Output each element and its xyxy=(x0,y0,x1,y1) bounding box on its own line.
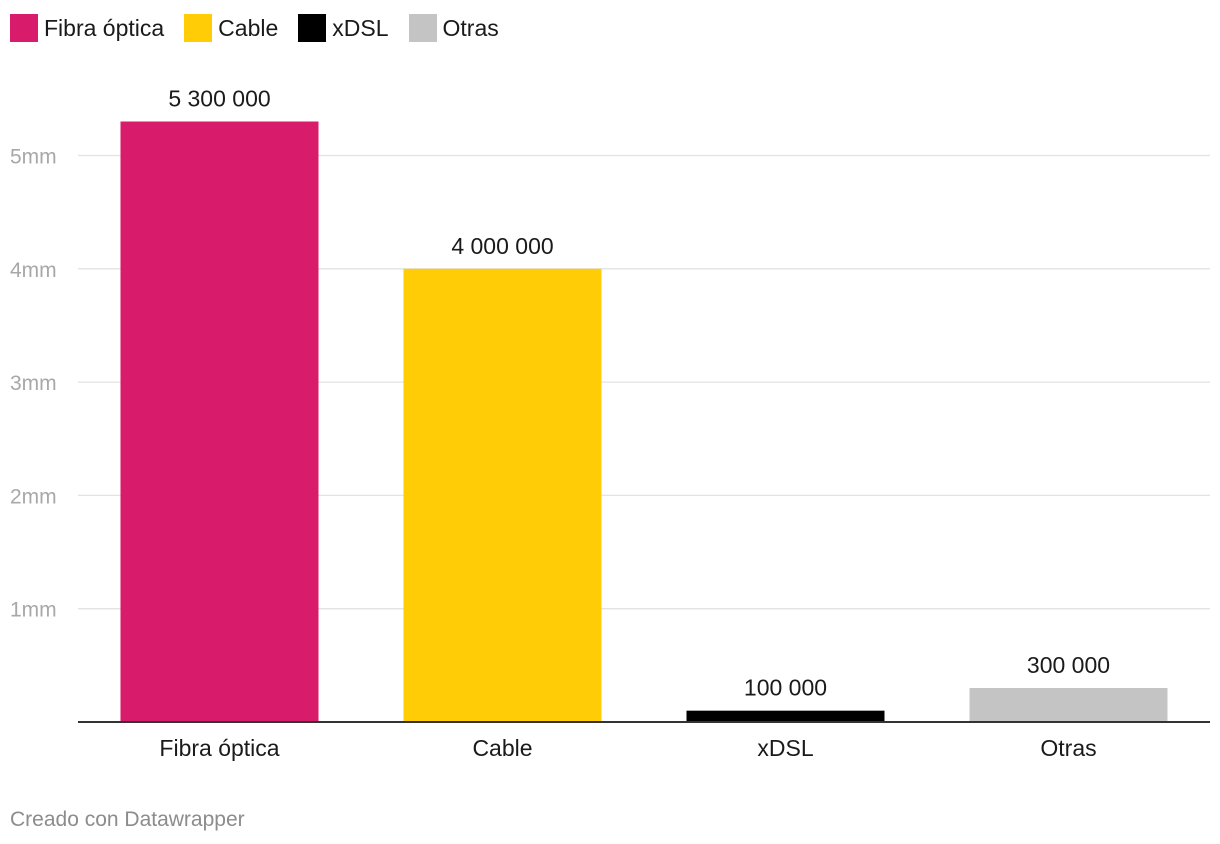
x-tick-label-2: xDSL xyxy=(757,735,813,761)
y-tick-label-3: 4mm xyxy=(10,259,57,282)
bar-0 xyxy=(120,121,319,722)
bar-value-label-0: 5 300 000 xyxy=(168,86,270,112)
x-tick-label-3: Otras xyxy=(1040,735,1096,761)
legend-label-cable: Cable xyxy=(218,14,279,41)
legend-label-fibra: Fibra óptica xyxy=(44,14,165,41)
bar-value-label-1: 4 000 000 xyxy=(451,233,553,259)
bar-value-label-2: 100 000 xyxy=(744,675,827,701)
legend-swatch-fibra xyxy=(10,14,38,42)
bar-2 xyxy=(686,710,885,722)
x-tick-label-0: Fibra óptica xyxy=(159,735,279,761)
y-tick-label-2: 3mm xyxy=(10,372,57,395)
legend-item-cable: Cable xyxy=(184,14,278,42)
legend-item-xdsl: xDSL xyxy=(298,14,389,42)
legend-swatch-xdsl xyxy=(298,14,327,42)
bar-3 xyxy=(969,688,1168,722)
legend-item-otras: Otras xyxy=(408,14,499,42)
y-tick-label-4: 5mm xyxy=(10,146,57,169)
legend-item-fibra: Fibra óptica xyxy=(10,14,164,42)
legend-swatch-otras xyxy=(408,14,437,42)
bar-value-label-3: 300 000 xyxy=(1027,652,1110,678)
y-tick-label-1: 2mm xyxy=(10,485,57,508)
chart-legend: Fibra óptica Cable xDSL Otras xyxy=(10,12,519,44)
y-tick-label-0: 1mm xyxy=(10,599,57,622)
bar-1 xyxy=(403,268,602,722)
footer-credit: Creado con Datawrapper xyxy=(10,808,245,831)
legend-swatch-cable xyxy=(184,14,213,42)
bar-chart: 1mm 2mm 3mm 4mm 5mm 5 300 000 Fibra óptica 4 00… xyxy=(10,86,1210,761)
legend-label-xdsl: xDSL xyxy=(332,14,389,41)
legend-label-otras: Otras xyxy=(442,14,499,41)
x-tick-label-1: Cable xyxy=(472,735,532,761)
